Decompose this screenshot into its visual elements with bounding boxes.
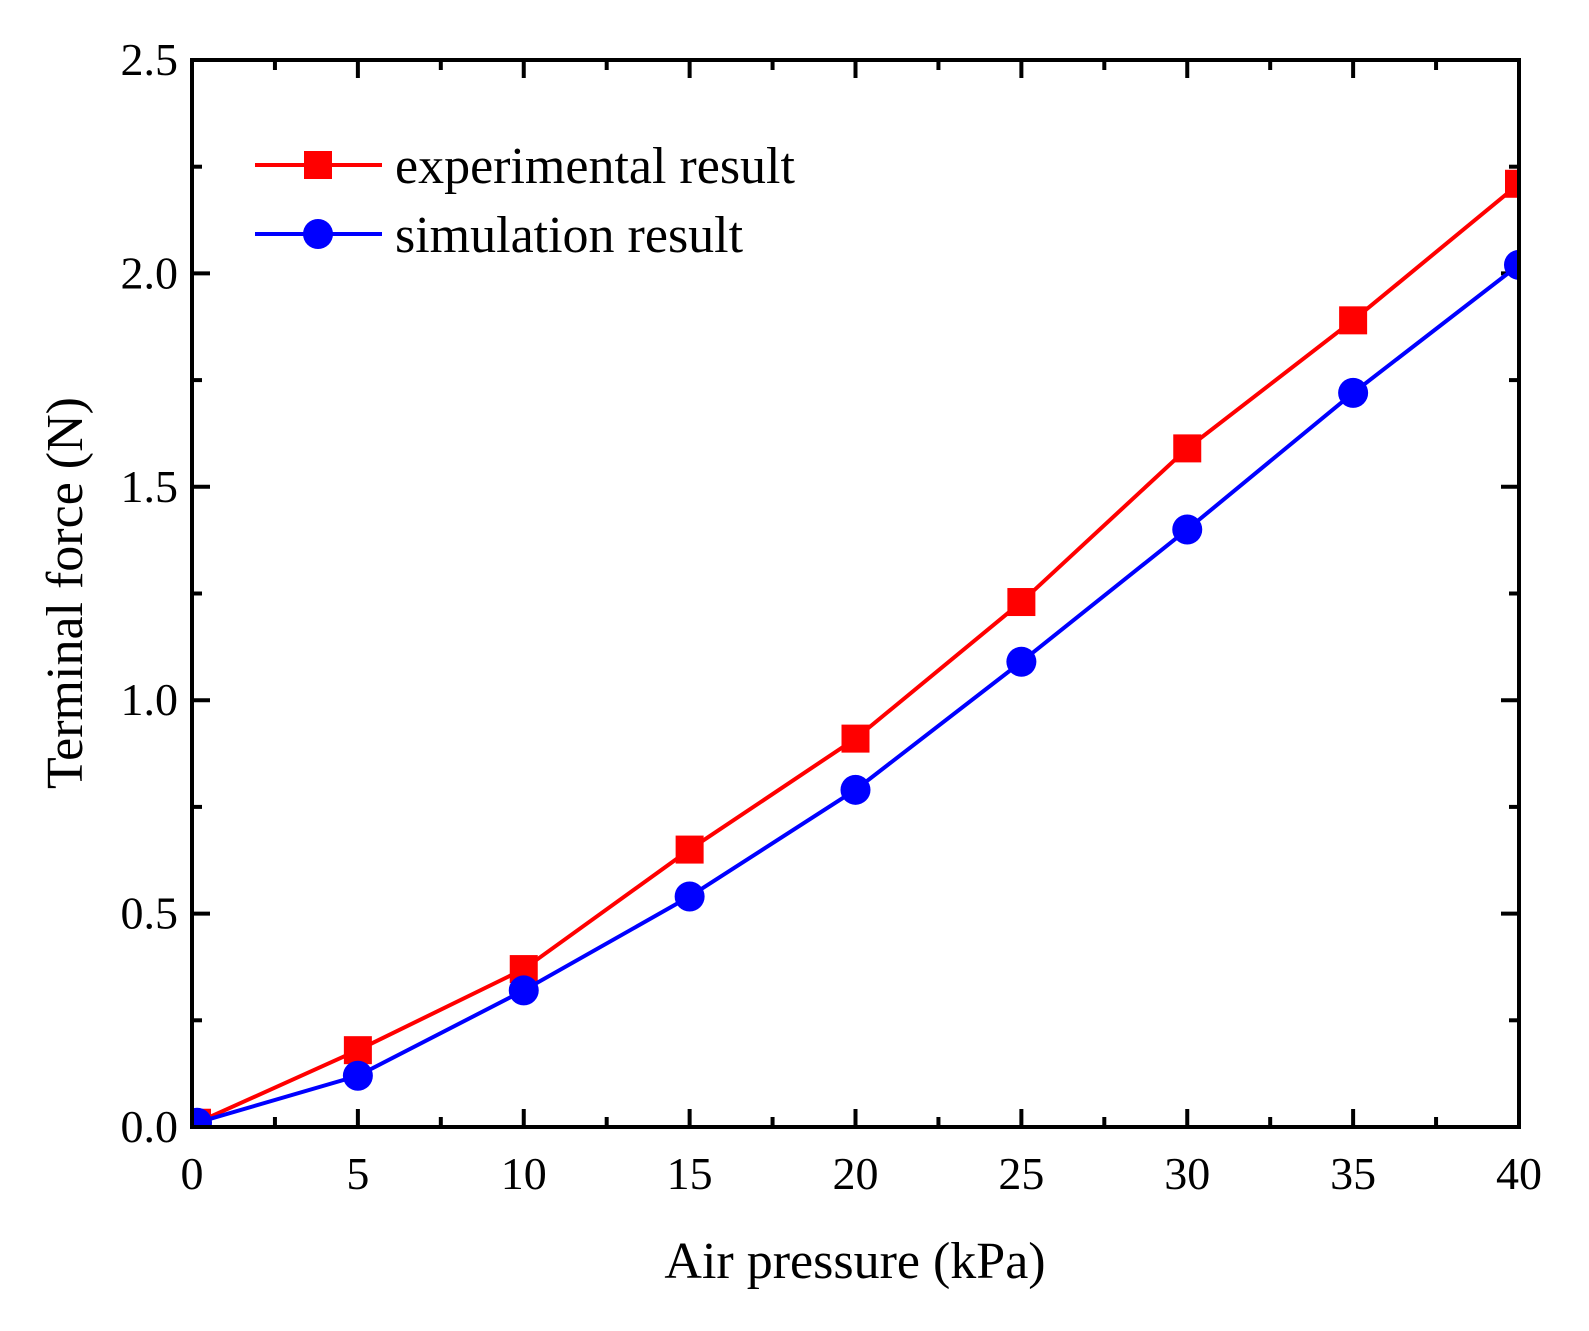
x-tick-label: 35 bbox=[1330, 1148, 1376, 1199]
data-point-experimental bbox=[841, 724, 870, 753]
series-line-experimental bbox=[196, 182, 1519, 1125]
series-group bbox=[192, 169, 1519, 1127]
y-tick-label: 0.0 bbox=[121, 1101, 179, 1152]
legend-label-simulation: simulation result bbox=[395, 207, 744, 264]
y-tick-label: 0.5 bbox=[121, 888, 179, 939]
legend-marker-experimental bbox=[304, 151, 332, 179]
data-point-experimental bbox=[1007, 588, 1036, 617]
data-point-simulation bbox=[508, 975, 539, 1006]
x-tick-label: 25 bbox=[998, 1148, 1044, 1199]
data-point-simulation bbox=[1006, 646, 1037, 677]
axis-ticks bbox=[190, 58, 1521, 1129]
data-point-experimental bbox=[1339, 306, 1368, 335]
x-tick-label: 5 bbox=[346, 1148, 369, 1199]
data-point-simulation bbox=[342, 1060, 373, 1091]
x-axis-label: Air pressure (kPa) bbox=[664, 1233, 1045, 1290]
data-point-experimental bbox=[1173, 434, 1202, 463]
data-point-simulation bbox=[1338, 377, 1369, 408]
x-tick-label: 20 bbox=[833, 1148, 879, 1199]
data-point-simulation bbox=[674, 881, 705, 912]
data-point-simulation bbox=[192, 1107, 212, 1127]
x-tick-label: 0 bbox=[181, 1148, 204, 1199]
data-point-experimental bbox=[675, 835, 704, 864]
data-point-simulation bbox=[840, 774, 871, 805]
y-tick-label: 2.0 bbox=[121, 247, 179, 298]
data-point-experimental bbox=[1505, 169, 1519, 198]
legend-label-experimental: experimental result bbox=[395, 138, 796, 195]
x-tick-label: 40 bbox=[1496, 1148, 1542, 1199]
x-tick-label: 30 bbox=[1164, 1148, 1210, 1199]
plot-frame bbox=[190, 58, 1521, 1129]
tick-labels: 0 5 10 15 20 25 30 35 40 0.0 0.5 1.0 1.5 2.0 2.5 bbox=[121, 34, 1543, 1199]
y-tick-label: 1.0 bbox=[121, 674, 179, 725]
legend: experimental result simulation result bbox=[255, 138, 796, 264]
x-tick-label: 10 bbox=[501, 1148, 547, 1199]
data-point-experimental bbox=[343, 1036, 372, 1065]
data-point-simulation bbox=[1172, 514, 1203, 545]
legend-marker-simulation bbox=[303, 219, 333, 249]
y-tick-label: 1.5 bbox=[121, 461, 179, 512]
x-tick-label: 15 bbox=[667, 1148, 713, 1199]
data-point-simulation bbox=[1504, 249, 1519, 280]
y-axis-label: Terminal force (N) bbox=[37, 397, 94, 789]
y-tick-label: 2.5 bbox=[121, 34, 179, 85]
series-line-simulation bbox=[196, 263, 1519, 1125]
